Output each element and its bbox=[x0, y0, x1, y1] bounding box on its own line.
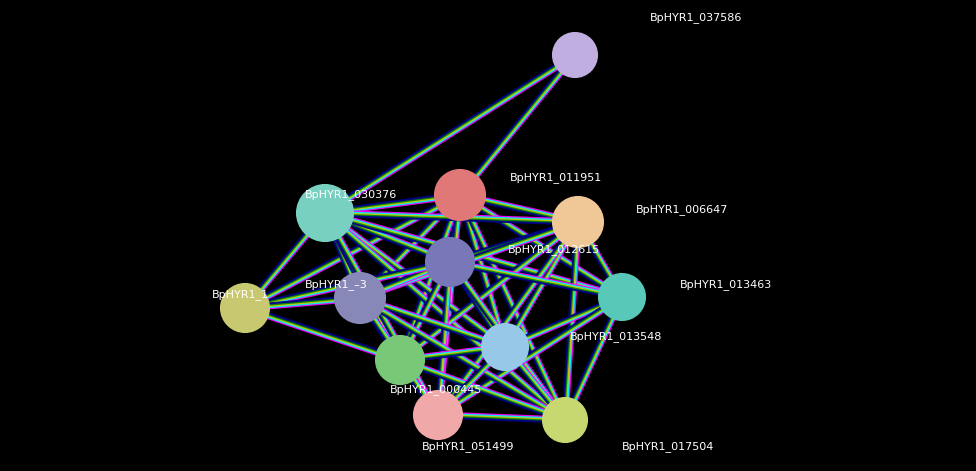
Text: BpHYR1_011951: BpHYR1_011951 bbox=[510, 172, 602, 183]
Circle shape bbox=[335, 273, 385, 323]
Circle shape bbox=[553, 197, 603, 247]
Text: BpHYR1_037586: BpHYR1_037586 bbox=[650, 13, 743, 24]
Circle shape bbox=[435, 170, 485, 220]
Circle shape bbox=[297, 185, 353, 241]
Text: BpHYR1_013548: BpHYR1_013548 bbox=[570, 332, 663, 342]
Circle shape bbox=[414, 391, 462, 439]
Circle shape bbox=[553, 33, 597, 77]
Circle shape bbox=[599, 274, 645, 320]
Text: BpHYR1_006647: BpHYR1_006647 bbox=[636, 204, 728, 215]
Text: BpHYR1_–3: BpHYR1_–3 bbox=[305, 280, 368, 291]
Text: BpHYR1_013463: BpHYR1_013463 bbox=[680, 280, 772, 291]
Text: BpHYR1_051499: BpHYR1_051499 bbox=[422, 441, 514, 453]
Text: BpHYR1_1: BpHYR1_1 bbox=[212, 290, 269, 300]
Text: BpHYR1_000445: BpHYR1_000445 bbox=[390, 384, 482, 396]
Text: BpHYR1_017504: BpHYR1_017504 bbox=[622, 441, 714, 453]
Circle shape bbox=[426, 238, 474, 286]
Text: BpHYR1_012615: BpHYR1_012615 bbox=[508, 244, 600, 255]
Circle shape bbox=[376, 336, 424, 384]
Circle shape bbox=[482, 324, 528, 370]
Circle shape bbox=[543, 398, 587, 442]
Text: BpHYR1_030376: BpHYR1_030376 bbox=[305, 189, 397, 201]
Circle shape bbox=[221, 284, 269, 332]
